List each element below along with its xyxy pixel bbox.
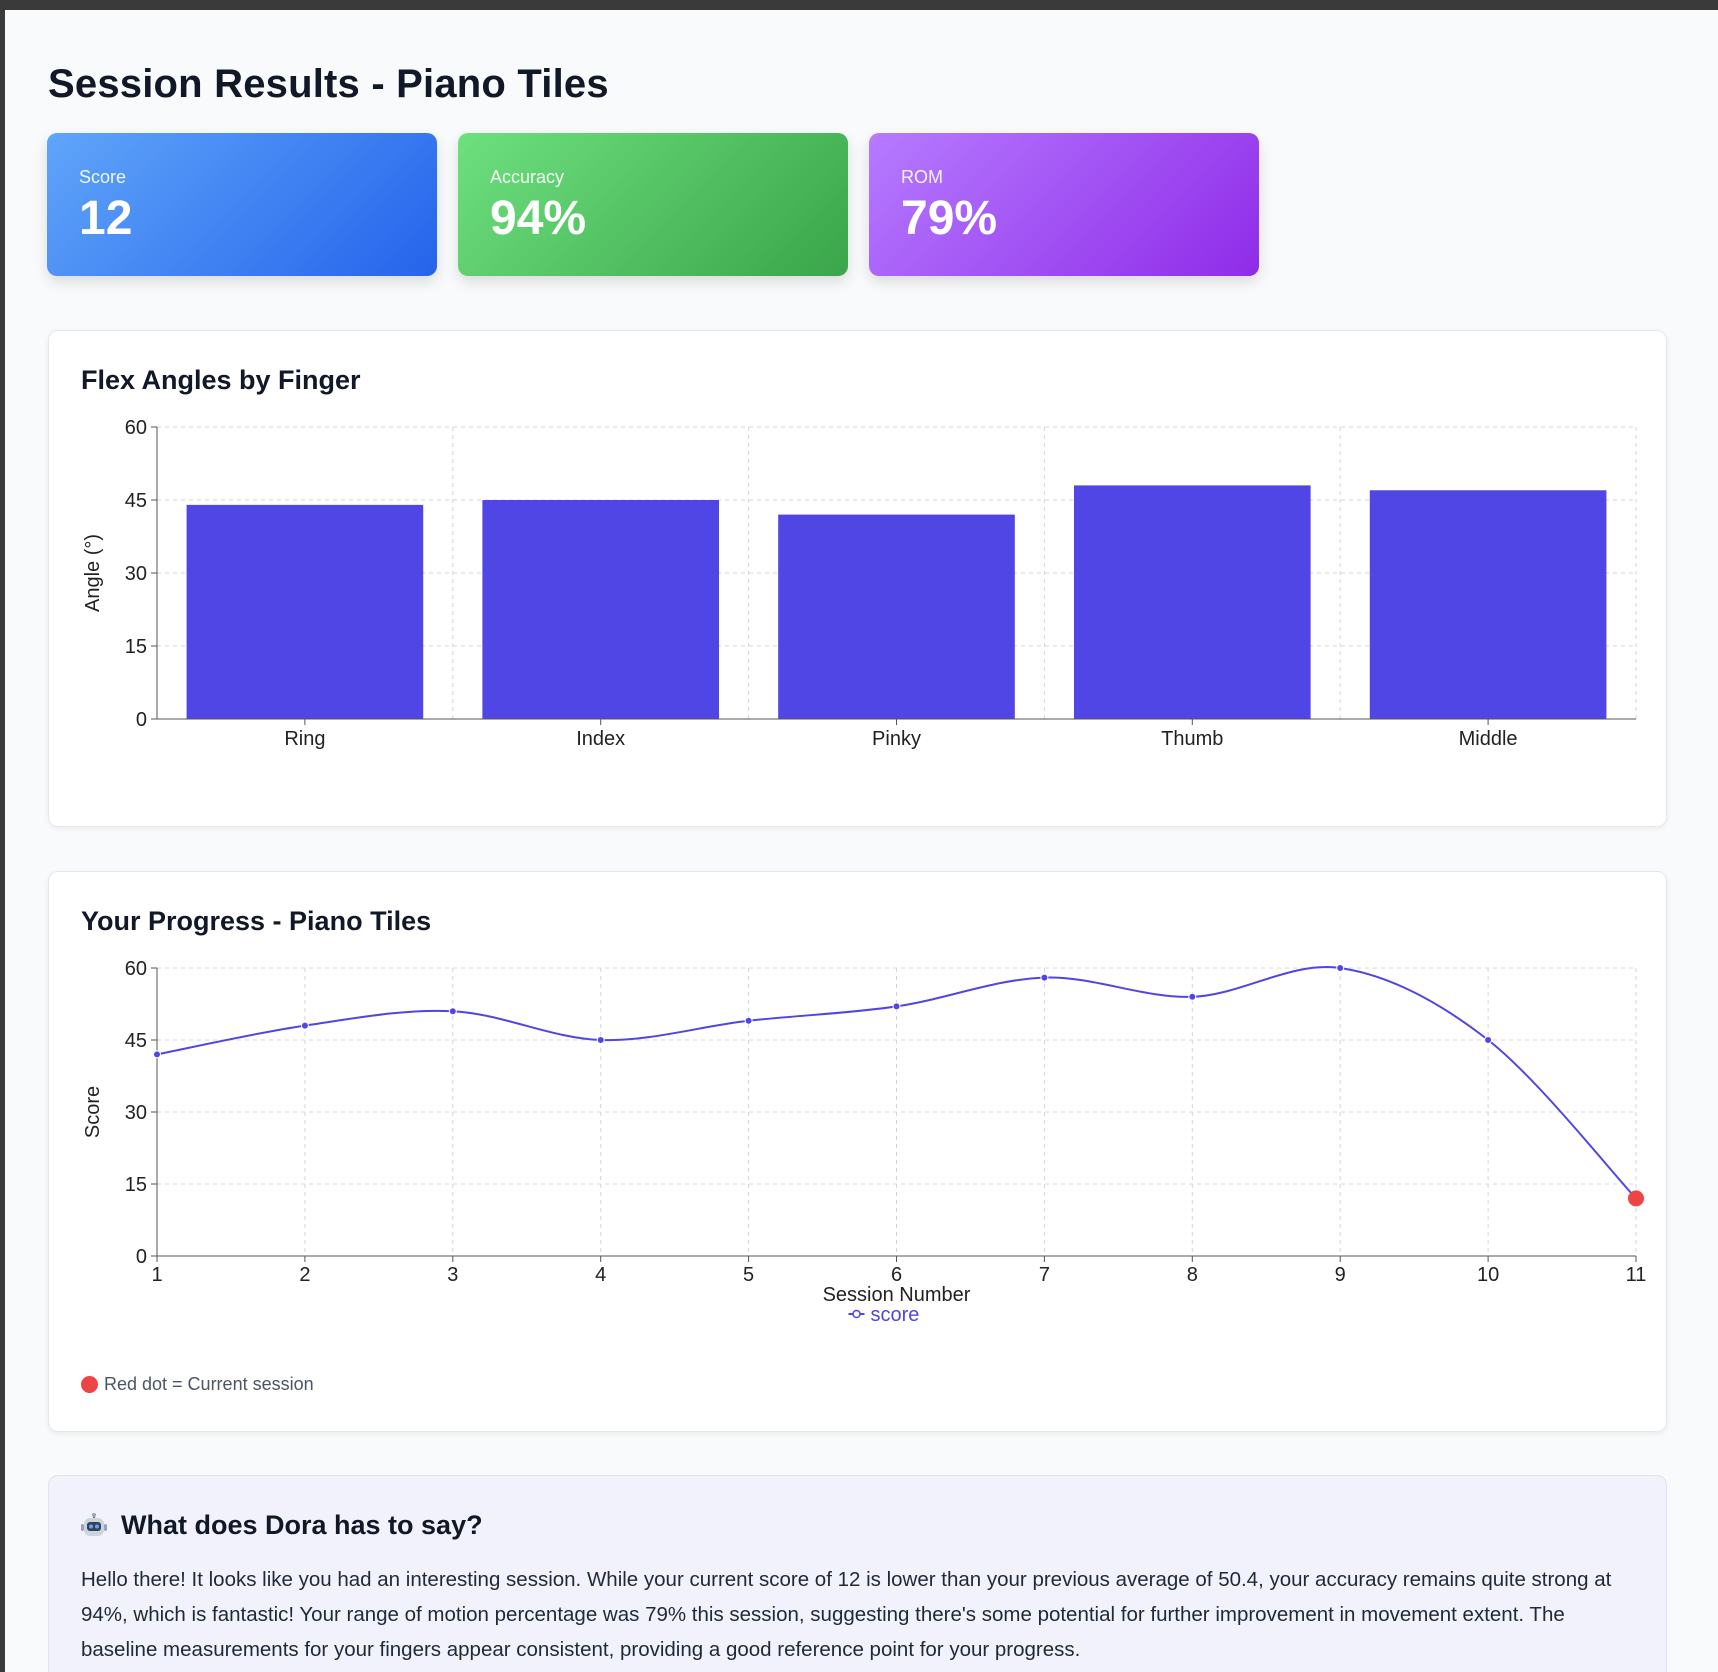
page-title: Session Results - Piano Tiles: [48, 62, 609, 106]
x-tick-label: Middle: [1459, 728, 1518, 750]
y-tick-label: 45: [125, 1030, 147, 1052]
y-tick-label: 0: [136, 709, 147, 731]
current-session-note-text: Red dot = Current session: [104, 1374, 314, 1394]
y-tick-label: 30: [125, 1102, 147, 1124]
x-axis-title: Session Number: [823, 1284, 971, 1306]
y-tick-label: 15: [125, 1174, 147, 1196]
x-tick-label: Index: [576, 728, 625, 750]
flex-angles-title: Flex Angles by Finger: [81, 365, 361, 395]
y-tick-label: 45: [125, 490, 147, 512]
x-tick-label: 2: [299, 1264, 310, 1286]
data-point: [596, 1036, 605, 1044]
x-tick-label: Pinky: [872, 728, 921, 750]
y-tick-label: 0: [136, 1246, 147, 1268]
red-dot-icon: [81, 1376, 98, 1393]
data-point: [892, 1002, 901, 1011]
data-point: [448, 1007, 457, 1016]
session-results-page: Session Results - Piano Tiles Score 12 A…: [5, 10, 1718, 1672]
progress-panel: Your Progress - Piano Tiles 0 15 30 45 60 1 2 3…: [48, 871, 1667, 1432]
bar-ring: [186, 504, 424, 719]
ai-feedback-title: What does Dora has to say?: [81, 1510, 483, 1541]
bar-pinky: [778, 514, 1015, 719]
data-point: [300, 1021, 309, 1030]
current-session-note: Red dot = Current session: [81, 1374, 314, 1395]
y-tick-label: 15: [125, 636, 147, 658]
x-tick-label: 3: [447, 1264, 458, 1286]
bar-thumb: [1073, 485, 1311, 719]
x-tick-label: 1: [151, 1264, 162, 1286]
x-tick-label: 9: [1335, 1264, 1346, 1286]
data-point: [153, 1050, 161, 1059]
legend-label: score: [871, 1304, 920, 1326]
data-point: [1336, 964, 1345, 972]
ai-feedback-panel: What does Dora has to say? Hello there! …: [48, 1475, 1667, 1672]
x-tick-label: 10: [1477, 1264, 1499, 1286]
flex-angles-panel: Flex Angles by Finger 0 15 30 45 60 Ring Index…: [48, 330, 1667, 827]
data-point: [1040, 973, 1049, 982]
robot-icon: [81, 1512, 107, 1536]
x-tick-label: 8: [1187, 1264, 1198, 1286]
y-tick-label: 60: [125, 417, 147, 439]
score-card: Score 12: [47, 133, 437, 276]
x-tick-label: Thumb: [1161, 728, 1223, 750]
bar-middle: [1369, 490, 1607, 719]
bar-index: [482, 500, 720, 719]
x-tick-label: 7: [1039, 1264, 1050, 1286]
x-tick-label: 4: [595, 1264, 606, 1286]
legend-marker: [852, 1309, 861, 1319]
x-tick-label: 11: [1626, 1264, 1647, 1286]
accuracy-card: Accuracy 94%: [458, 133, 848, 276]
y-axis-title: Score: [82, 1086, 104, 1138]
score-value: 12: [79, 192, 133, 245]
data-point: [1484, 1036, 1493, 1044]
accuracy-value: 94%: [490, 192, 587, 245]
score-label: Score: [79, 167, 127, 187]
x-tick-label: 6: [891, 1264, 902, 1286]
ai-feedback-title-text: What does Dora has to say?: [121, 1510, 483, 1540]
accuracy-label: Accuracy: [490, 167, 565, 187]
current-session-point: [1628, 1190, 1644, 1207]
y-tick-label: 60: [125, 958, 147, 980]
data-point: [744, 1016, 753, 1025]
y-tick-label: 30: [125, 563, 147, 585]
progress-title: Your Progress - Piano Tiles: [81, 906, 432, 936]
ai-feedback-text: Hello there! It looks like you had an in…: [81, 1568, 1612, 1661]
rom-label: ROM: [901, 167, 943, 187]
x-tick-label: Ring: [284, 728, 325, 750]
y-axis-title: Angle (°): [82, 534, 104, 612]
data-point: [1188, 992, 1197, 1001]
flex-angles-chart: 0 15 30 45 60 Ring Index Pinky Thumb Middle Angle …: [82, 417, 1637, 750]
rom-card: ROM 79%: [869, 133, 1259, 276]
rom-value: 79%: [901, 192, 998, 245]
x-tick-label: 5: [743, 1264, 754, 1286]
